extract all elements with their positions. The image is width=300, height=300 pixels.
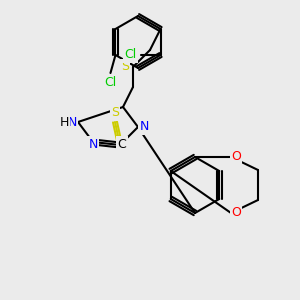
Text: N: N [67,116,77,128]
Text: S: S [111,106,119,119]
Text: N: N [139,121,149,134]
Text: S: S [121,61,129,74]
Text: O: O [231,206,241,220]
Text: Cl: Cl [124,49,136,62]
Text: Cl: Cl [104,76,117,89]
Text: H: H [59,116,69,128]
Text: C: C [118,137,126,151]
Text: N: N [88,137,98,151]
Text: O: O [231,151,241,164]
